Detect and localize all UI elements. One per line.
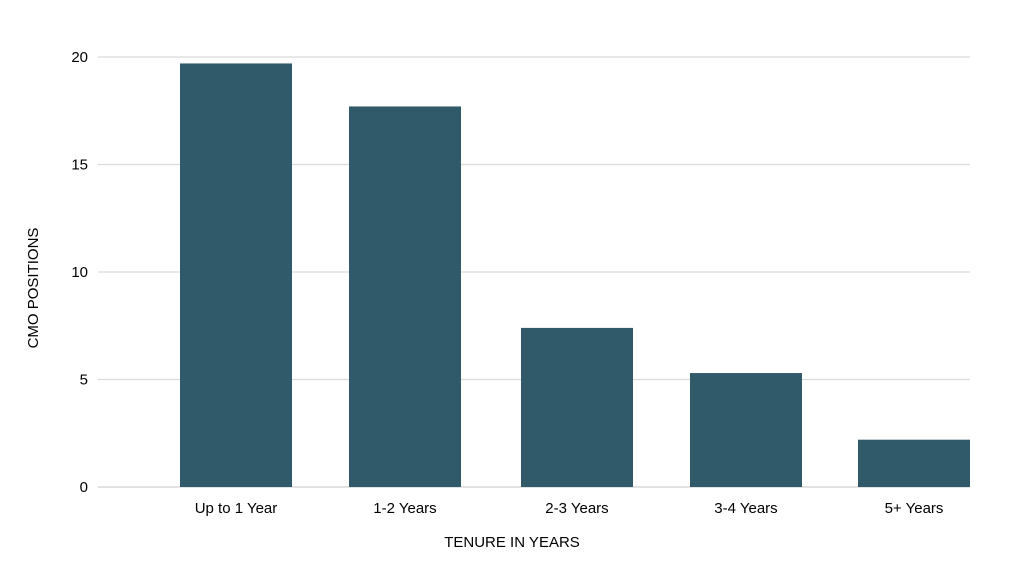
bar-1-2-years <box>349 106 461 487</box>
y-tick-label: 20 <box>71 49 88 66</box>
y-tick-label: 5 <box>80 372 88 389</box>
x-axis-title: TENURE IN YEARS <box>444 534 580 551</box>
y-axis-title: CMO POSITIONS <box>25 228 42 349</box>
x-axis-ticks: Up to 1 Year 1-2 Years 2-3 Years 3-4 Years 5… <box>195 500 944 517</box>
x-tick-label: Up to 1 Year <box>195 500 278 517</box>
bar-2-3-years <box>521 327 633 487</box>
bar-3-4-years <box>690 373 802 487</box>
x-tick-label: 1-2 Years <box>373 500 436 517</box>
bars <box>180 63 970 487</box>
x-tick-label: 5+ Years <box>885 500 944 517</box>
y-axis-ticks: 0 5 10 15 20 <box>71 49 88 496</box>
x-tick-label: 3-4 Years <box>714 500 777 517</box>
y-tick-label: 10 <box>71 264 88 281</box>
y-tick-label: 0 <box>80 479 88 496</box>
bar-5-years <box>858 439 970 487</box>
bar-up-to-1-year <box>180 63 292 487</box>
x-tick-label: 2-3 Years <box>545 500 608 517</box>
y-tick-label: 15 <box>71 157 88 174</box>
